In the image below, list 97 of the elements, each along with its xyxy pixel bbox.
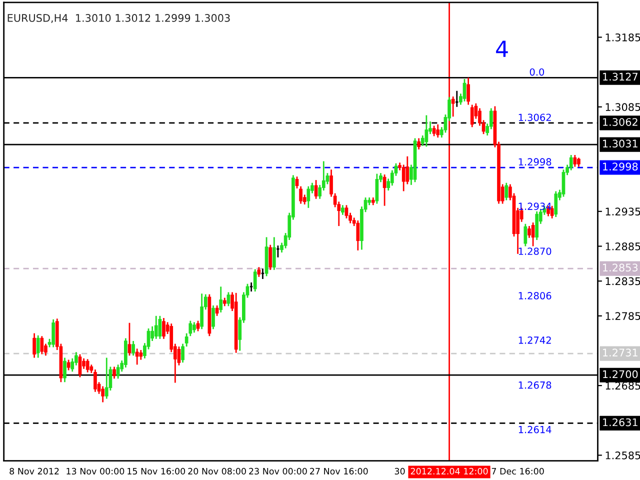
ref-line-label: 1.2853 xyxy=(603,264,638,272)
candlestick xyxy=(268,244,272,271)
candlestick xyxy=(162,317,166,340)
annotation: 0.0 xyxy=(530,68,544,76)
y-tick-label: 1.2685 xyxy=(606,382,640,390)
candlestick xyxy=(562,168,566,198)
ref-line-label: 1.2998 xyxy=(603,162,638,171)
candlestick xyxy=(40,335,44,355)
x-tick-label: 13 Nov 00:00 xyxy=(66,468,124,475)
candlestick xyxy=(528,225,531,239)
text: EURUSD,H4 1.3010 1.3012 1.2999 1.3003 xyxy=(8,14,230,23)
candlestick xyxy=(356,220,360,252)
candlestick xyxy=(196,320,200,332)
candlestick xyxy=(116,364,120,380)
candlestick xyxy=(524,223,528,247)
annotation: 1.2934 xyxy=(518,202,552,210)
candlestick xyxy=(554,190,558,218)
candlestick xyxy=(249,282,254,292)
candlestick xyxy=(86,358,90,374)
candlestick xyxy=(451,96,455,118)
annotation: 1.2998 xyxy=(518,158,552,166)
ref-line-label: 1.3062 xyxy=(603,118,638,126)
candlestick xyxy=(94,368,97,393)
candlestick xyxy=(154,315,158,340)
candlestick xyxy=(188,320,192,337)
candlestick xyxy=(424,114,428,148)
candlestick xyxy=(462,78,466,102)
y-tick-label: 1.2835 xyxy=(606,277,640,286)
candlestick xyxy=(402,164,406,192)
annotation: 4 xyxy=(496,40,508,57)
candlestick xyxy=(306,186,310,209)
candlestick xyxy=(66,359,70,371)
candlestick xyxy=(436,124,440,138)
ref-line-label: 1.2700 xyxy=(603,370,638,378)
annotation: 1.2806 xyxy=(518,292,552,300)
x-tick-label: 15 Nov 16:00 xyxy=(128,468,186,475)
y-tick-label: 1.2585 xyxy=(606,451,640,460)
ref-line-label: 1.2631 xyxy=(603,418,638,426)
candlestick xyxy=(226,292,230,307)
candlestick xyxy=(212,304,215,330)
candlestick xyxy=(215,304,219,317)
candlestick xyxy=(417,138,421,150)
candlestick xyxy=(158,315,162,340)
y-tick-label: 1.3085 xyxy=(606,103,640,112)
x-tick-label: 2012.12.04 12:00 xyxy=(410,468,488,475)
x-tick-label: 20 Nov 08:00 xyxy=(188,468,246,475)
x-tick-label: 23 Nov 00:00 xyxy=(249,468,307,475)
ref-line-label: 1.3031 xyxy=(603,140,638,148)
candlestick xyxy=(299,186,302,204)
candlestick xyxy=(340,204,344,216)
candlestick xyxy=(124,337,128,368)
annotation: 1.2678 xyxy=(518,381,552,389)
candlestick xyxy=(344,204,348,220)
candlestick xyxy=(104,357,108,400)
candlestick xyxy=(466,76,470,106)
candlestick xyxy=(257,266,261,278)
candlestick xyxy=(112,366,116,380)
candlestick xyxy=(573,154,577,168)
candlestick xyxy=(577,157,580,168)
candlestick xyxy=(535,210,539,241)
candlestick xyxy=(78,354,82,378)
candlestick xyxy=(101,386,105,403)
candlestick xyxy=(569,154,573,171)
y-tick-label: 1.3185 xyxy=(606,33,640,42)
candlestick xyxy=(192,321,196,334)
annotation: 1.2742 xyxy=(518,336,551,344)
candlestick xyxy=(36,334,40,358)
ref-line-label: 1.3127 xyxy=(603,72,638,81)
candlestick xyxy=(135,348,139,366)
x-tick-label: 8 Nov 2012 xyxy=(10,468,59,475)
x-tick-label: 7 Dec 16:00 xyxy=(492,468,544,475)
candlestick xyxy=(200,292,204,330)
candlestick xyxy=(128,322,132,356)
candlestick xyxy=(253,268,257,292)
y-tick-label: 1.2885 xyxy=(606,242,640,250)
candlestick xyxy=(260,268,265,280)
candlestick xyxy=(375,173,379,204)
candlestick xyxy=(219,286,223,314)
candlestick xyxy=(139,349,143,360)
x-tick-label: 27 Nov 16:00 xyxy=(310,468,368,475)
candlestick xyxy=(550,205,554,220)
y-tick-label: 1.2785 xyxy=(606,312,640,320)
annotation: 1.2614 xyxy=(518,426,552,434)
x-tick-label: 30 xyxy=(394,468,405,475)
candlestick xyxy=(52,318,56,348)
candlestick xyxy=(272,236,276,271)
candlestick xyxy=(63,357,66,383)
candlestick xyxy=(132,340,135,356)
candlestick xyxy=(432,125,436,137)
candlestick xyxy=(295,176,299,190)
candlestick xyxy=(531,222,535,247)
candlestick xyxy=(32,332,36,358)
candlestick xyxy=(470,104,474,128)
candlestick xyxy=(504,182,508,201)
annotation: 1.2870 xyxy=(518,248,552,255)
y-tick-label: 1.2935 xyxy=(606,208,640,216)
annotation: 1.3062 xyxy=(518,114,551,122)
